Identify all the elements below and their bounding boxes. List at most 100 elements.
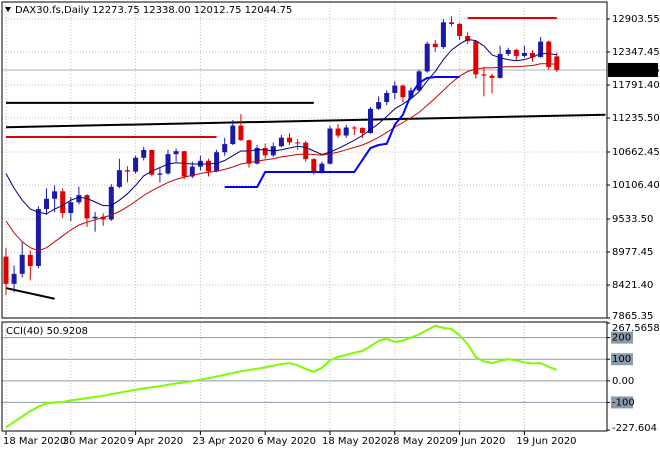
indicator-line: [5, 38, 557, 215]
y-tick-label: 11791.40: [612, 80, 660, 91]
candle-body: [530, 52, 535, 58]
y-tick-label: 0.00: [612, 376, 634, 387]
candle-body: [92, 216, 98, 219]
candle-body: [44, 198, 49, 210]
candle-body: [319, 163, 325, 172]
candle-body: [214, 152, 220, 172]
candle-body: [173, 151, 179, 155]
candle-body: [230, 125, 236, 145]
y-tick-label: 12347.45: [612, 47, 660, 58]
candle-body: [60, 191, 66, 214]
candle-body: [189, 166, 195, 177]
y-tick-label: 7865.35: [612, 311, 653, 322]
candle-body: [359, 128, 365, 134]
candle-body: [278, 137, 284, 147]
level-label-box: [611, 396, 633, 409]
candle-body: [546, 41, 552, 68]
x-tick-label: 30 Mar 2020: [63, 436, 126, 447]
candle-body: [141, 149, 147, 158]
candle-body: [432, 43, 438, 48]
candle-body: [262, 147, 268, 156]
candle-body: [465, 36, 471, 42]
candle-body: [521, 52, 527, 56]
x-tick-label: 28 May 2020: [387, 436, 452, 447]
candle-body: [19, 254, 25, 274]
candle-body: [157, 173, 163, 175]
candle-body: [489, 75, 495, 78]
candle-body: [108, 186, 114, 220]
y-tick-label: 10106.40: [612, 180, 660, 191]
x-tick-label: 19 Jun 2020: [516, 436, 576, 447]
candle-body: [35, 209, 41, 266]
candle-body: [116, 170, 122, 187]
y-tick-label: 10662.45: [612, 147, 660, 158]
candle-body: [327, 128, 333, 164]
candle-body: [303, 142, 309, 160]
candle-body: [125, 170, 130, 172]
y-tick-label: 200: [612, 333, 631, 344]
indicator-line: [5, 63, 557, 252]
candle-body: [100, 216, 106, 220]
candle-body: [351, 127, 357, 129]
candle-body: [149, 149, 155, 175]
candle-body: [68, 202, 74, 214]
y-tick-label: 12903.55: [612, 14, 660, 25]
candle-body: [457, 23, 463, 37]
candle-body: [424, 43, 430, 72]
main-pane-border: [1, 1, 608, 319]
candle-body: [554, 56, 560, 70]
y-tick-label: -227.604: [612, 423, 657, 434]
candle-body: [84, 195, 90, 219]
candle-body: [440, 22, 446, 48]
last-price-box: [608, 62, 658, 77]
last-price-label: 12044.75: [612, 65, 660, 76]
candle-body: [376, 102, 382, 109]
y-tick-label: -100: [612, 397, 635, 408]
cci-title: CCI(40) 50.9208: [6, 326, 88, 337]
x-tick-label: 9 Jun 2020: [452, 436, 506, 447]
candle-body: [27, 254, 33, 266]
candle-body: [505, 49, 511, 54]
level-label-box: [611, 353, 633, 366]
y-tick-label: 9533.50: [612, 214, 653, 225]
candle-body: [384, 92, 390, 103]
candle-body: [311, 159, 317, 172]
x-tick-label: 18 May 2020: [322, 436, 387, 447]
candle-body: [254, 147, 260, 164]
x-tick-label: 18 Mar 2020: [3, 436, 66, 447]
candle-body: [473, 41, 479, 75]
chart-title: DAX30.fs,Daily: [15, 5, 89, 16]
candle-body: [11, 273, 17, 284]
candle-body: [368, 108, 373, 134]
candle-body: [538, 41, 544, 58]
y-tick-label: 8421.40: [612, 280, 653, 291]
candle-body: [481, 74, 487, 76]
cci-line: [5, 324, 558, 429]
candle-body: [513, 49, 519, 56]
x-tick-label: 23 Apr 2020: [192, 436, 254, 447]
candle-body: [246, 140, 252, 164]
trend-line: [5, 113, 606, 129]
candle-body: [497, 53, 503, 78]
y-tick-label: 8977.45: [612, 247, 653, 258]
candle-body: [416, 71, 422, 91]
candle-body: [3, 256, 9, 284]
candle-body: [222, 144, 228, 153]
candle-body: [449, 22, 454, 24]
indicator-line: [224, 76, 460, 188]
candle-body: [343, 127, 349, 136]
level-label-box: [611, 331, 633, 344]
x-tick-label: 9 Apr 2020: [128, 436, 183, 447]
quote: 12273.75 12338.00 12012.75 12044.75: [92, 5, 292, 16]
candle-body: [287, 137, 292, 143]
candle-body: [295, 142, 301, 144]
candle-body: [76, 195, 82, 203]
candle-body: [52, 191, 58, 199]
y-tick-label: 267.5658: [612, 323, 660, 334]
candle-body: [400, 85, 406, 98]
candle-body: [335, 128, 341, 136]
cci-pane-border: [1, 321, 608, 432]
y-tick-label: 100: [612, 354, 631, 365]
